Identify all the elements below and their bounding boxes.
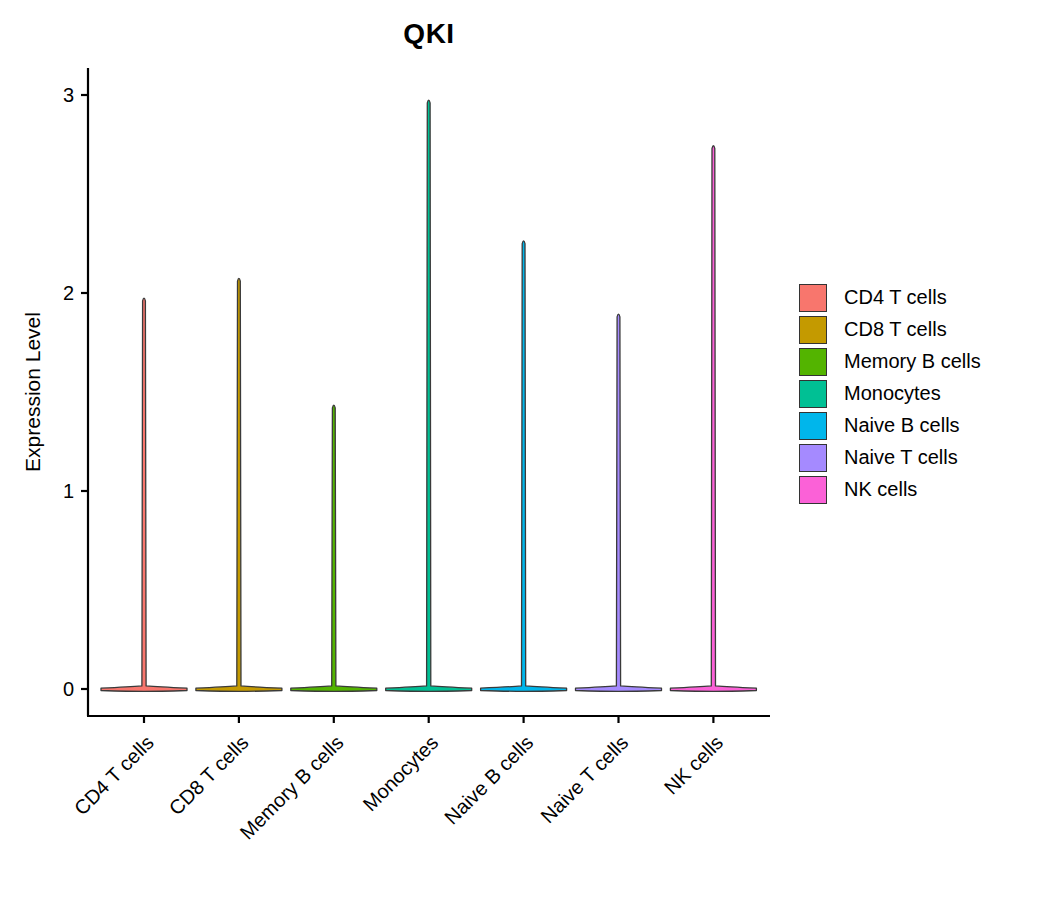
legend-swatch-nk-cells xyxy=(799,476,827,504)
violin-memory-b-cells xyxy=(291,405,377,691)
legend-item: Naive T cells xyxy=(799,443,981,472)
x-tick-label-memory-b-cells: Memory B cells xyxy=(235,731,347,843)
legend-item: Memory B cells xyxy=(799,347,981,376)
legend-item-label: NK cells xyxy=(844,475,917,504)
x-tick-label-naive-b-cells: Naive B cells xyxy=(440,731,537,828)
legend-item-label: Monocytes xyxy=(844,379,941,408)
legend-item-label: CD4 T cells xyxy=(844,283,947,312)
x-tick-label-nk-cells: NK cells xyxy=(660,731,727,798)
violin-naive-t-cells xyxy=(576,314,662,691)
y-tick-label: 0 xyxy=(63,678,74,700)
violin-naive-b-cells xyxy=(481,241,567,692)
legend-swatch-cd4-t-cells xyxy=(799,284,827,312)
legend-item-label: Memory B cells xyxy=(844,347,981,376)
violin-plot-figure: { "chart_data": { "type": "violin", "tit… xyxy=(0,0,1050,900)
legend: CD4 T cells CD8 T cells Memory B cells Mono… xyxy=(799,283,981,504)
legend-item-label: Naive T cells xyxy=(844,443,958,472)
x-tick-label-naive-t-cells: Naive T cells xyxy=(536,731,632,827)
legend-item: CD8 T cells xyxy=(799,315,981,344)
y-tick-label: 3 xyxy=(63,84,74,106)
violin-cd8-t-cells xyxy=(196,278,282,691)
violin-cd4-t-cells xyxy=(101,298,187,691)
legend-swatch-monocytes xyxy=(799,380,827,408)
x-tick-label-cd4-t-cells: CD4 T cells xyxy=(70,731,158,819)
x-tick-label-cd8-t-cells: CD8 T cells xyxy=(165,731,253,819)
legend-item-label: CD8 T cells xyxy=(844,315,947,344)
legend-item: CD4 T cells xyxy=(799,283,981,312)
legend-swatch-naive-t-cells xyxy=(799,444,827,472)
y-tick-label: 1 xyxy=(63,480,74,502)
y-tick-label: 2 xyxy=(63,282,74,304)
violin-monocytes xyxy=(386,100,472,691)
x-tick-label-monocytes: Monocytes xyxy=(359,731,443,815)
violin-nk-cells xyxy=(670,146,756,692)
legend-swatch-memory-b-cells xyxy=(799,348,827,376)
legend-item-label: Naive B cells xyxy=(844,411,960,440)
legend-swatch-cd8-t-cells xyxy=(799,316,827,344)
legend-item: Monocytes xyxy=(799,379,981,408)
legend-item: Naive B cells xyxy=(799,411,981,440)
legend-item: NK cells xyxy=(799,475,981,504)
legend-swatch-naive-b-cells xyxy=(799,412,827,440)
